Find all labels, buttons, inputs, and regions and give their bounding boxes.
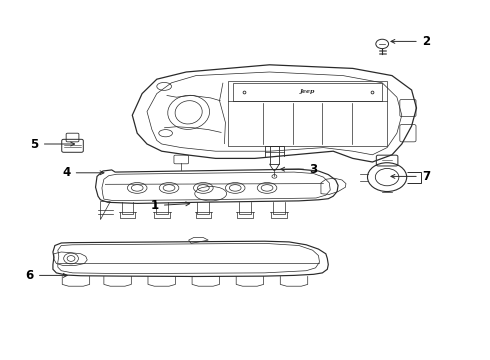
- Text: 5: 5: [30, 138, 38, 150]
- Text: 4: 4: [62, 166, 70, 179]
- Text: 2: 2: [422, 35, 430, 48]
- Text: 1: 1: [150, 199, 158, 212]
- Text: 6: 6: [25, 269, 33, 282]
- Text: 3: 3: [310, 163, 318, 176]
- Text: 7: 7: [422, 170, 430, 183]
- Text: Jeep: Jeep: [299, 89, 315, 94]
